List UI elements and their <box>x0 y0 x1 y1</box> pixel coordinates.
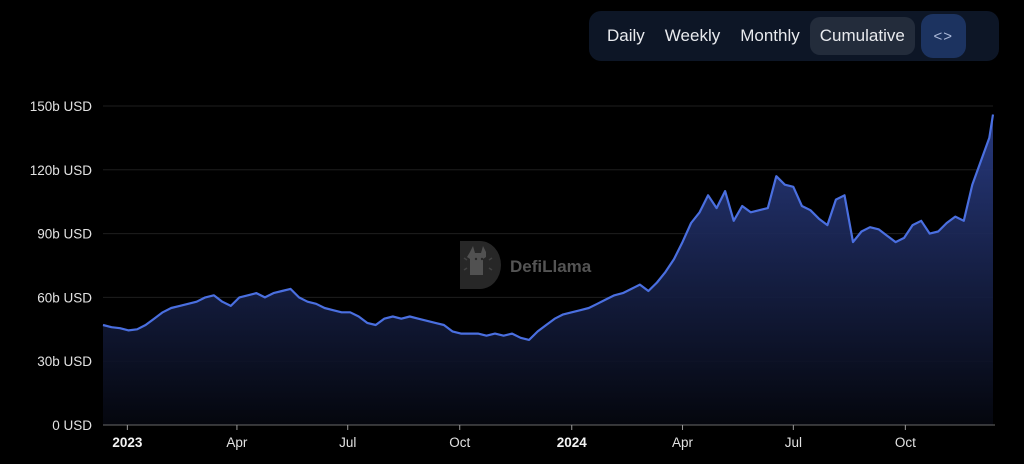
x-tick-label: Apr <box>672 435 694 450</box>
llama-logo-icon <box>460 241 501 289</box>
x-tick-label: 2024 <box>557 435 588 450</box>
x-tick-label: Apr <box>226 435 248 450</box>
tab-cumulative[interactable]: Cumulative <box>809 17 915 55</box>
tab-monthly[interactable]: Monthly <box>740 26 800 45</box>
x-tick-label: 2023 <box>112 435 143 450</box>
x-tick-label: Oct <box>449 435 470 450</box>
y-tick-label: 30b USD <box>37 354 92 369</box>
tab-daily[interactable]: Daily <box>607 26 645 45</box>
x-axis: 2023 Apr Jul Oct 2024 Apr Jul Oct <box>103 424 995 450</box>
x-tick-label: Jul <box>785 435 802 450</box>
embed-chart-button[interactable]: <> <box>920 14 966 58</box>
y-tick-label: 0 USD <box>52 418 92 433</box>
y-tick-label: 120b USD <box>30 163 93 178</box>
y-tick-label: 150b USD <box>30 99 93 114</box>
tab-weekly[interactable]: Weekly <box>664 26 721 45</box>
watermark-text: DefiLlama <box>510 257 592 276</box>
x-tick-label: Jul <box>339 435 356 450</box>
chart-view-toolbar: Daily Weekly Monthly Cumulative <> <box>589 11 999 61</box>
watermark: DefiLlama <box>460 241 592 289</box>
code-brackets-icon: <> <box>933 27 954 45</box>
y-tick-label: 60b USD <box>37 290 92 305</box>
y-tick-label: 90b USD <box>37 227 92 242</box>
area-fill <box>103 114 993 425</box>
x-tick-label: Oct <box>895 435 916 450</box>
series-line <box>102 114 995 341</box>
y-axis: 0 USD 30b USD 60b USD 90b USD 120b USD 150b U… <box>30 99 93 433</box>
